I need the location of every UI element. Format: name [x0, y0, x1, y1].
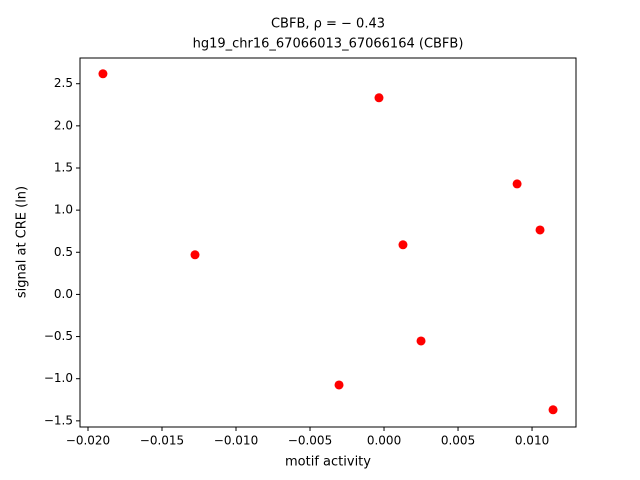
- point: [98, 69, 108, 79]
- x-tick-label: 0.000: [367, 434, 401, 448]
- x-tick-label: −0.015: [140, 434, 184, 448]
- point: [535, 225, 545, 235]
- x-tick-label: −0.010: [214, 434, 258, 448]
- point: [398, 240, 408, 250]
- x-tick-label: −0.020: [66, 434, 110, 448]
- y-axis-label: signal at CRE (ln): [15, 186, 30, 298]
- y-tick-label: 2.5: [54, 76, 73, 90]
- plot-frame: [79, 57, 577, 428]
- point: [548, 405, 558, 415]
- point: [416, 336, 426, 346]
- y-tick-label: 2.0: [54, 118, 73, 132]
- y-tick-label: −1.0: [44, 371, 73, 385]
- y-tick-label: −1.5: [44, 413, 73, 427]
- chart-title: CBFB, ρ = − 0.43: [271, 17, 385, 32]
- x-tick-label: 0.010: [515, 434, 549, 448]
- x-tick-label: 0.005: [441, 434, 475, 448]
- y-tick-label: −0.5: [44, 329, 73, 343]
- x-axis-label: motif activity: [285, 455, 371, 470]
- y-tick-label: 0.0: [54, 287, 73, 301]
- chart-subtitle: hg19_chr16_67066013_67066164 (CBFB): [193, 37, 464, 52]
- point: [512, 179, 522, 189]
- y-tick-label: 1.5: [54, 160, 73, 174]
- y-tick-label: 0.5: [54, 245, 73, 259]
- y-tick-label: 1.0: [54, 203, 73, 217]
- point: [190, 250, 200, 260]
- point: [374, 93, 384, 103]
- point: [334, 380, 344, 390]
- x-tick-label: −0.005: [288, 434, 332, 448]
